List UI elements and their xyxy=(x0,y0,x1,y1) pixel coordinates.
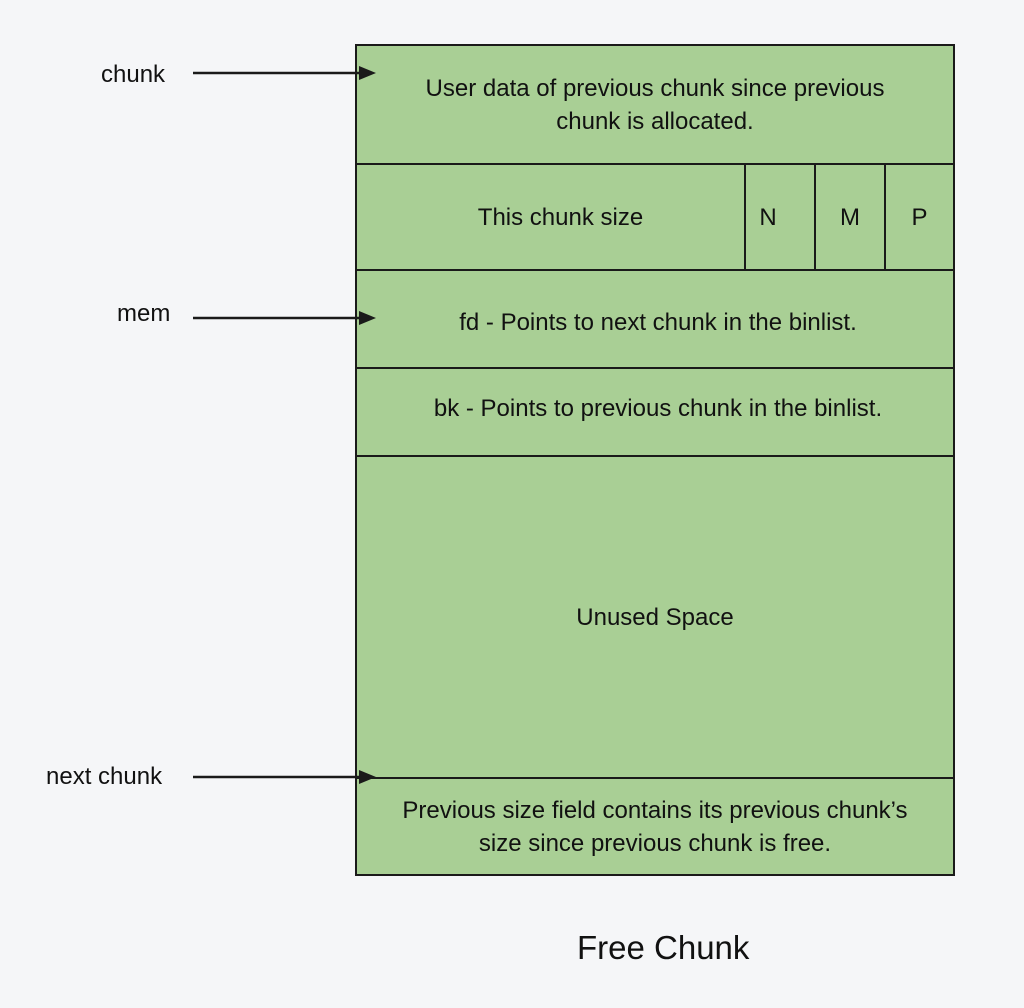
chunk-size-field: This chunk size xyxy=(355,163,746,271)
flag-m-text: M xyxy=(840,203,860,231)
flag-n-text: N xyxy=(759,203,777,231)
prev-user-data-text: User data of previous chunk since previo… xyxy=(425,74,885,135)
fd-field: fd - Points to next chunk in the binlist… xyxy=(355,269,955,369)
fd-text: fd - Points to next chunk in the binlist… xyxy=(459,308,857,336)
flag-p-text: P xyxy=(911,203,928,231)
chunk-pointer-label: chunk xyxy=(101,61,166,88)
mem-arrow xyxy=(193,311,376,325)
chunk-arrow xyxy=(193,66,376,80)
unused-space-text: Unused Space xyxy=(576,603,734,631)
diagram-caption: Free Chunk xyxy=(577,929,750,966)
flag-n-field: N xyxy=(744,163,816,271)
bk-field: bk - Points to previous chunk in the bin… xyxy=(355,367,955,457)
next-prev-size-text: Previous size field contains its previou… xyxy=(402,796,908,857)
mem-pointer-label: mem xyxy=(117,300,171,327)
chunk-size-text: This chunk size xyxy=(477,203,644,231)
flag-p-field: P xyxy=(884,163,955,271)
next-chunk-pointer-label: next chunk xyxy=(46,763,163,790)
next-chunk-arrow xyxy=(193,770,376,784)
flag-m-field: M xyxy=(814,163,886,271)
next-prev-size-field: Previous size field contains its previou… xyxy=(355,777,955,876)
bk-text: bk - Points to previous chunk in the bin… xyxy=(433,394,883,422)
prev-user-data-field: User data of previous chunk since previo… xyxy=(355,44,955,165)
unused-space-field: Unused Space xyxy=(355,455,955,779)
